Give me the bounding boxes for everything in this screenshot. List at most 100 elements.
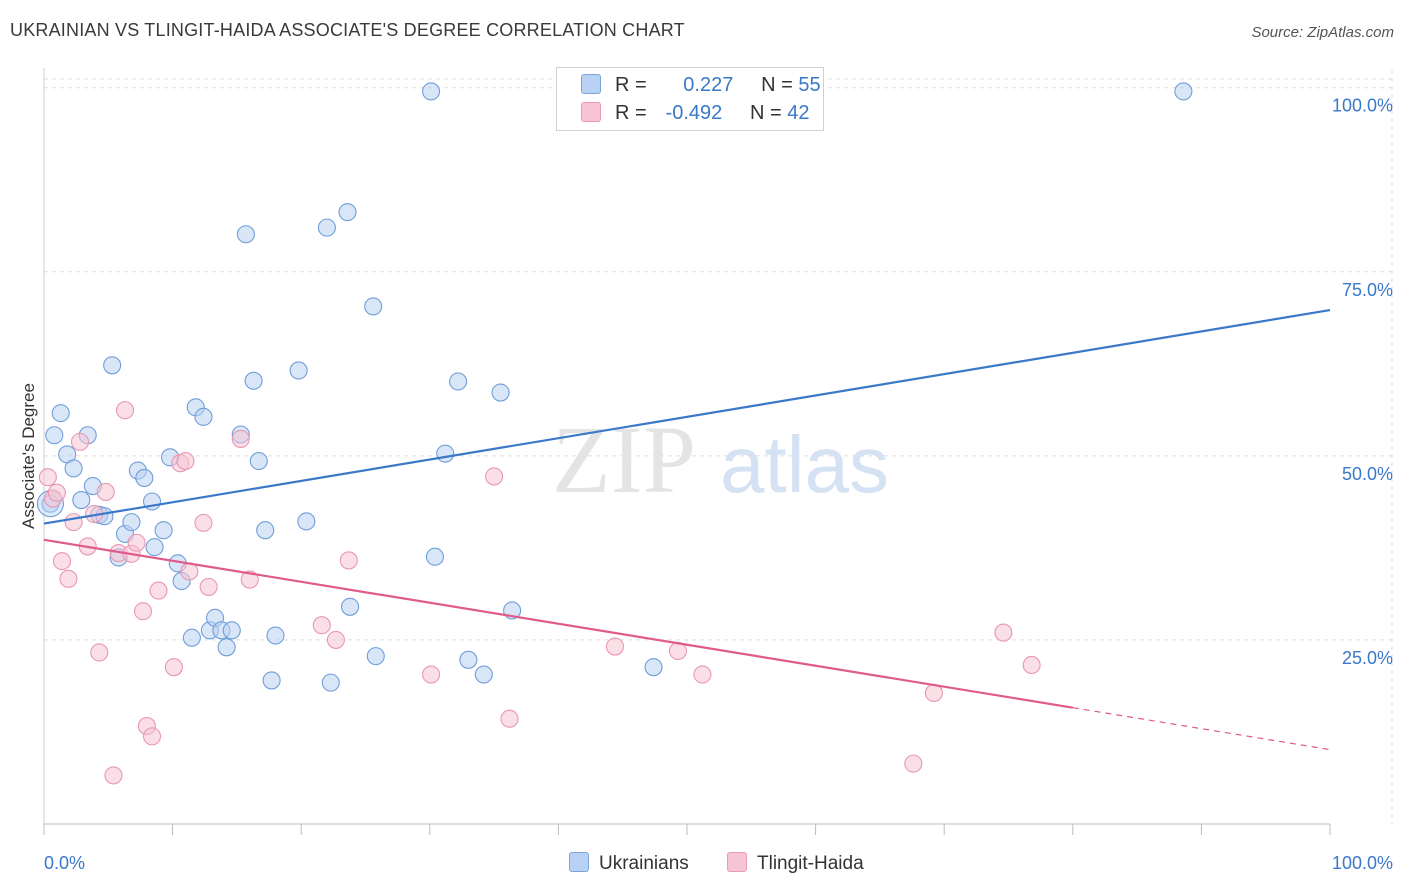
ukrainians-point	[103, 356, 122, 375]
ukrainians-point	[236, 225, 255, 244]
source-label: Source: ZipAtlas.com	[1251, 24, 1394, 41]
tlingit-haida-point	[904, 754, 923, 773]
tlingit-haida-point	[47, 483, 66, 502]
tlingit-haida-point	[339, 551, 358, 570]
tlingit-haida-point	[422, 665, 441, 684]
ukrainians-point	[244, 371, 263, 390]
ukrainians-point	[436, 444, 455, 463]
axis-labels: 25.0% 50.0% 75.0% 100.0% 0.0% 100.0% Associate…	[19, 96, 1393, 873]
blue-swatch-icon	[569, 852, 589, 872]
ukrainians-point	[145, 538, 164, 557]
tlingit-haida-point	[70, 432, 90, 451]
ukrainians-point	[122, 513, 141, 532]
ukrainians-point	[256, 521, 275, 540]
ukrainians-point	[449, 372, 468, 391]
n-value: 55	[798, 74, 821, 96]
tlingit-haida-point	[326, 630, 345, 649]
blue-swatch-icon	[581, 74, 601, 94]
legend-row-tlingit-haida: R = -0.492 N = 42	[581, 102, 810, 126]
tlingit-haida-point	[90, 643, 109, 662]
ukrainians-point	[289, 361, 308, 380]
ukrainians-point	[64, 459, 83, 478]
ukrainians-point	[51, 404, 70, 423]
ukrainians-point	[182, 628, 201, 647]
tlingit-haida-point	[127, 533, 146, 552]
tlingit-haida-point	[240, 570, 259, 589]
tlingit-haida-point	[312, 616, 331, 635]
ukrainians-point	[425, 547, 444, 566]
tlingit-haida-point	[994, 623, 1013, 642]
ukrainians-point	[194, 407, 213, 426]
ukrainians-point	[1174, 82, 1193, 101]
tlingit-haida-trend-line	[43, 538, 1073, 709]
ukrainians-point	[297, 512, 316, 531]
pink-swatch-icon	[727, 852, 747, 872]
ukrainians-point	[366, 647, 385, 666]
ukrainians-point	[474, 665, 493, 684]
tlingit-haida-point	[485, 467, 504, 486]
legend-item-ukrainians[interactable]: Ukrainians	[569, 852, 689, 875]
ukrainians-point	[222, 621, 241, 640]
legend-row-ukrainians: R = 0.227 N = 55	[581, 74, 821, 98]
ukrainians-point	[266, 626, 285, 645]
tlingit-haida-point	[133, 602, 153, 621]
ukrainians-point	[321, 673, 340, 692]
tlingit-haida-point	[64, 513, 83, 532]
ukrainians-point	[491, 383, 510, 402]
tlingit-haida-point	[500, 709, 519, 728]
tlingit-haida-point	[164, 658, 183, 677]
y-tick-label: 75.0%	[1342, 280, 1393, 300]
y-tick-label: 100.0%	[1332, 96, 1393, 116]
tlingit-haida-point	[149, 581, 168, 600]
legend-label-tlingit-haida: Tlingit-Haida	[757, 853, 864, 874]
x-tick-label-max: 100.0%	[1332, 853, 1393, 873]
watermark-zip: ZIP	[552, 406, 696, 513]
r-value: 0.227	[683, 74, 734, 96]
ukrainians-trend-line	[43, 308, 1331, 525]
ukrainians-point	[364, 297, 383, 316]
y-axis-label: Associate's Degree	[19, 383, 38, 529]
trend-lines	[43, 308, 1331, 751]
correlation-legend: R = 0.227 N = 55 R = -0.492 N = 42	[556, 67, 824, 131]
ukrainians-point	[338, 203, 357, 222]
r-label: R =	[615, 74, 647, 96]
axes	[43, 68, 1331, 835]
ukrainians-point	[154, 521, 173, 540]
x-tick-label-min: 0.0%	[44, 853, 85, 873]
tlingit-haida-point	[96, 482, 115, 501]
gridlines	[44, 70, 1393, 824]
tlingit-haida-point	[176, 451, 195, 471]
r-value: -0.492	[665, 102, 723, 124]
y-tick-label: 50.0%	[1342, 464, 1393, 484]
tlingit-haida-point	[38, 468, 57, 487]
tlingit-haida-point	[115, 401, 135, 420]
tlingit-haida-point	[693, 665, 712, 684]
pink-swatch-icon	[581, 102, 601, 122]
tlingit-haida-point	[194, 513, 213, 532]
legend-label-ukrainians: Ukrainians	[599, 853, 689, 874]
n-label: N =	[761, 74, 793, 96]
legend-item-tlingit-haida[interactable]: Tlingit-Haida	[727, 852, 864, 875]
ukrainians-point	[45, 426, 64, 445]
ukrainians-point	[459, 650, 478, 669]
tlingit-haida-point	[59, 569, 78, 588]
ukrainians-points	[36, 82, 1193, 692]
tlingit-haida-point	[605, 637, 625, 656]
ukrainians-point	[317, 218, 336, 237]
ukrainians-point	[262, 671, 281, 690]
r-label: R =	[615, 102, 647, 124]
ukrainians-point	[249, 451, 268, 471]
watermark: ZIP atlas	[552, 406, 889, 513]
tlingit-haida-trend-extension	[1072, 707, 1331, 751]
tlingit-haida-point	[231, 429, 250, 448]
tlingit-haida-point	[1022, 655, 1041, 675]
ukrainians-point	[135, 468, 154, 488]
chart-title: UKRAINIAN VS TLINGIT-HAIDA ASSOCIATE'S D…	[10, 20, 685, 40]
tlingit-haida-points	[38, 401, 1041, 785]
tlingit-haida-point	[104, 766, 123, 785]
ukrainians-point	[341, 597, 360, 616]
ukrainians-point	[217, 638, 236, 657]
ukrainians-point	[644, 658, 663, 677]
watermark-atlas: atlas	[720, 420, 889, 509]
